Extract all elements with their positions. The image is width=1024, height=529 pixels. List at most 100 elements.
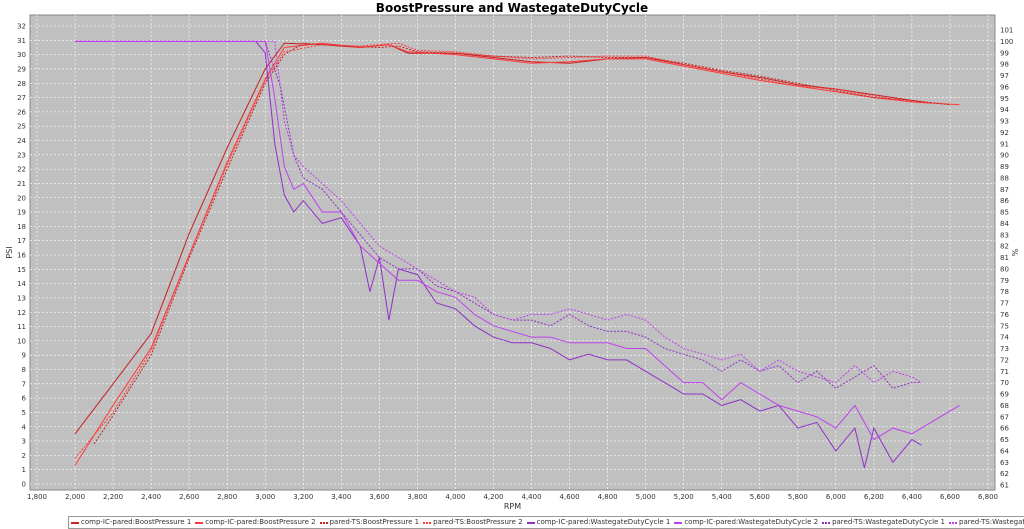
y-tick-label: 14	[17, 280, 26, 288]
y-tick-label: 17	[17, 237, 26, 245]
y-tick-label: 6	[22, 395, 27, 403]
legend-item: pared-TS:WastegateDutyCycle 2	[949, 517, 1024, 528]
y2-tick-label: 101	[1000, 27, 1013, 35]
y2-tick-label: 64	[1000, 447, 1009, 455]
legend-label: pared-TS:WastegateDutyCycle 1	[832, 518, 945, 526]
y-tick-label: 29	[17, 65, 26, 73]
y-tick-label: 4	[22, 423, 27, 431]
series-line-3	[93, 42, 951, 445]
legend-item: comp-IC-pared:BoostPressure 2	[195, 517, 316, 528]
legend: comp-IC-pared:BoostPressure 1 comp-IC-par…	[68, 516, 1024, 529]
y-tick-label: 0	[22, 481, 26, 489]
x-tick-label: 5,800	[788, 493, 808, 501]
y2-tick-label: 70	[1000, 379, 1009, 387]
x-tick-label: 5,000	[636, 493, 656, 501]
series-line-1	[74, 42, 931, 435]
x-tick-label: 2,800	[217, 493, 237, 501]
y2-tick-label: 72	[1000, 356, 1009, 364]
legend-item: comp-IC-pared:BoostPressure 1	[71, 517, 191, 528]
x-axis-label: RPM	[504, 502, 521, 511]
legend-swatch	[822, 521, 831, 524]
y-tick-label: 8	[22, 366, 26, 374]
y2-tick-label: 73	[1000, 345, 1009, 353]
x-tick-label: 6,800	[978, 493, 998, 501]
y2-tick-label: 94	[1000, 106, 1009, 114]
y2-tick-label: 62	[1000, 470, 1009, 478]
y-tick-label: 9	[22, 352, 26, 360]
legend-label: pared-TS:WastegateDutyCycle 2	[959, 518, 1024, 526]
x-tick-label: 4,600	[560, 493, 580, 501]
x-tick-label: 4,200	[483, 493, 503, 501]
y2-tick-label: 63	[1000, 459, 1009, 467]
legend-label: pared-TS:BoostPressure 1	[329, 518, 420, 526]
y2-tick-label: 74	[1000, 334, 1009, 342]
y-tick-label: 2	[22, 452, 26, 460]
x-tick-label: 6,000	[826, 493, 846, 501]
legend-swatch	[949, 521, 957, 524]
x-tick-label: 2,000	[65, 493, 85, 501]
y2-tick-label: 81	[1000, 254, 1009, 262]
y2-tick-label: 68	[1000, 402, 1009, 410]
y-tick-label: 18	[17, 223, 26, 231]
y-tick-label: 30	[17, 51, 26, 59]
legend-item: comp-IC-pared:WastegateDutyCycle 1	[526, 517, 671, 528]
y-tick-label: 23	[17, 151, 26, 159]
x-tick-label: 5,200	[674, 493, 694, 501]
x-tick-label: 6,600	[940, 493, 960, 501]
y2-axis-label: %	[1010, 249, 1019, 257]
series-line-8	[75, 40, 922, 384]
x-tick-label: 2,400	[141, 493, 161, 501]
x-tick-label: 3,200	[293, 493, 313, 501]
plot-area	[29, 14, 996, 491]
y2-tick-label: 82	[1000, 243, 1009, 251]
x-tick-label: 5,600	[750, 493, 770, 501]
y2-tick-label: 91	[1000, 140, 1009, 148]
series-line-6	[75, 40, 960, 441]
y2-tick-label: 96	[1000, 83, 1009, 91]
legend-swatch	[674, 521, 683, 524]
series-line-2	[74, 42, 960, 466]
y2-tick-label: 90	[1000, 152, 1009, 160]
x-tick-label: 5,400	[712, 493, 732, 501]
y2-tick-label: 87	[1000, 186, 1009, 194]
y2-tick-label: 69	[1000, 391, 1009, 399]
legend-label: comp-IC-pared:BoostPressure 2	[205, 518, 316, 526]
y2-tick-label: 98	[1000, 61, 1009, 69]
y-tick-label: 16	[17, 252, 26, 260]
y-tick-label: 1	[22, 466, 26, 474]
legend-item: pared-TS:BoostPressure 1	[319, 517, 420, 528]
y2-tick-label: 71	[1000, 368, 1009, 376]
y-tick-label: 3	[22, 438, 26, 446]
y-tick-label: 32	[17, 23, 26, 31]
y2-tick-label: 89	[1000, 163, 1009, 171]
y2-tick-label: 65	[1000, 436, 1009, 444]
y2-tick-label: 80	[1000, 265, 1009, 273]
y-tick-label: 11	[17, 323, 26, 331]
y-tick-label: 15	[17, 266, 26, 274]
y-tick-label: 26	[17, 108, 26, 116]
legend-swatch	[195, 521, 204, 524]
y2-tick-label: 86	[1000, 197, 1009, 205]
y2-tick-label: 84	[1000, 220, 1009, 228]
x-tick-label: 4,800	[598, 493, 618, 501]
x-tick-label: 1,800	[27, 493, 47, 501]
y2-tick-label: 67	[1000, 413, 1009, 421]
y2-tick-label: 99	[1000, 49, 1009, 57]
y-tick-label: 27	[17, 94, 26, 102]
chart-title: BoostPressure and WastegateDutyCycle	[375, 1, 649, 15]
y2-tick-label: 95	[1000, 95, 1009, 103]
legend-item: comp-IC-pared:WastegateDutyCycle 2	[674, 517, 818, 528]
y2-tick-label: 75	[1000, 322, 1009, 330]
x-tick-label: 3,600	[369, 493, 389, 501]
y2-tick-label: 77	[1000, 300, 1009, 308]
legend-label: comp-IC-pared:BoostPressure 1	[81, 518, 192, 526]
y-tick-label: 22	[17, 166, 26, 174]
legend-label: comp-IC-pared:WastegateDutyCycle 1	[536, 518, 671, 526]
x-tick-label: 6,400	[902, 493, 922, 501]
legend-swatch	[526, 521, 535, 524]
legend-swatch	[319, 521, 328, 524]
y-tick-label: 25	[17, 123, 26, 131]
y2-tick-label: 78	[1000, 288, 1009, 296]
legend-swatch	[71, 521, 79, 524]
